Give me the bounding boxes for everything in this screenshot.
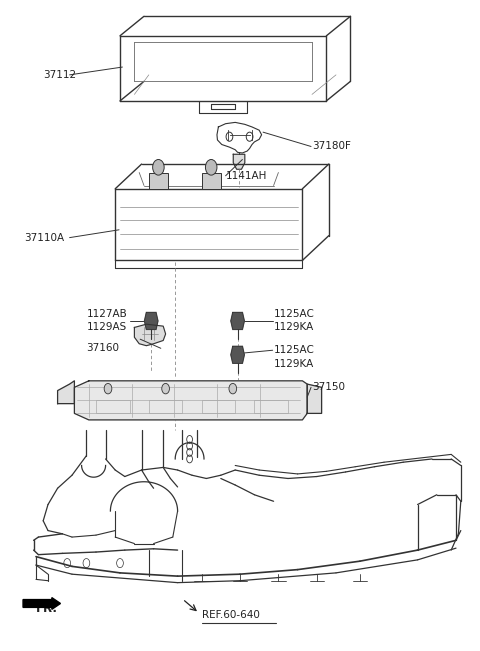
Polygon shape xyxy=(231,312,244,329)
Text: 37160: 37160 xyxy=(86,343,120,353)
Circle shape xyxy=(153,159,164,175)
Text: 1129KA: 1129KA xyxy=(274,359,314,369)
Bar xyxy=(149,400,182,413)
Polygon shape xyxy=(74,381,307,420)
Circle shape xyxy=(229,383,237,394)
Text: 37110A: 37110A xyxy=(24,232,64,243)
Polygon shape xyxy=(231,346,244,363)
Polygon shape xyxy=(144,312,158,329)
Bar xyxy=(149,173,168,189)
Bar xyxy=(202,400,235,413)
Text: 1127AB: 1127AB xyxy=(86,309,127,319)
Circle shape xyxy=(104,383,112,394)
Polygon shape xyxy=(307,384,322,413)
Polygon shape xyxy=(134,324,166,346)
Text: 1125AC: 1125AC xyxy=(274,309,314,319)
Bar xyxy=(96,400,130,413)
Bar xyxy=(202,173,221,189)
Bar xyxy=(254,400,288,413)
Text: 1129AS: 1129AS xyxy=(86,322,127,333)
Text: 1129KA: 1129KA xyxy=(274,322,314,333)
Polygon shape xyxy=(233,154,245,169)
Text: 1125AC: 1125AC xyxy=(274,345,314,355)
Text: 37150: 37150 xyxy=(312,382,345,393)
FancyArrow shape xyxy=(23,598,60,609)
Text: 37112: 37112 xyxy=(43,70,76,80)
Polygon shape xyxy=(58,381,74,404)
Text: FR.: FR. xyxy=(36,602,58,615)
Text: 1141AH: 1141AH xyxy=(226,171,267,181)
Circle shape xyxy=(162,383,169,394)
Text: REF.60-640: REF.60-640 xyxy=(202,610,260,620)
Circle shape xyxy=(205,159,217,175)
Text: 37180F: 37180F xyxy=(312,141,351,152)
